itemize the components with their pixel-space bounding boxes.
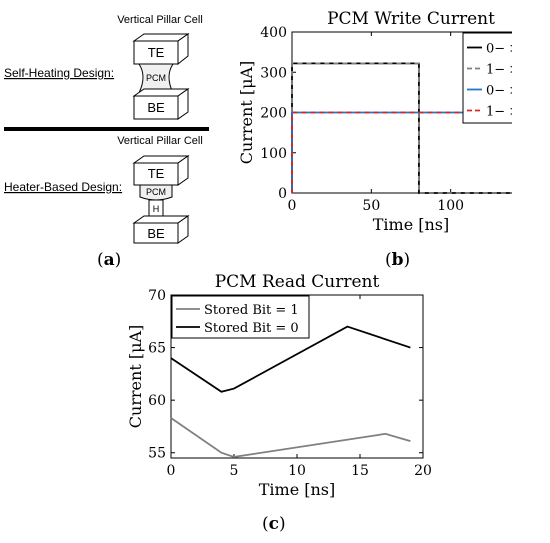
y-tick-label: 55	[148, 446, 166, 462]
top-cell-pcm-label: PCM	[146, 73, 166, 83]
panel-a-label: (a)	[97, 250, 122, 270]
series-line-3	[291, 111, 512, 193]
legend-entry: 1− > 0	[486, 105, 512, 120]
y-tick-label: 200	[260, 106, 287, 122]
x-tick-label: 100	[437, 198, 464, 214]
legend: Stored Bit = 1 Stored Bit = 0	[171, 295, 310, 339]
panel-c-label: (c)	[262, 514, 286, 534]
bottom-cell-be-label: BE	[147, 226, 165, 241]
chart-title: PCM Write Current	[327, 9, 495, 29]
x-tick-label: 20	[414, 463, 432, 479]
y-tick-label: 65	[148, 341, 166, 357]
top-cell-be-label: BE	[147, 100, 165, 115]
x-tick-label: 10	[288, 463, 306, 479]
top-cell-te-block: TE	[132, 33, 190, 66]
bottom-cell-pcm-pillar: PCM	[139, 184, 173, 201]
panel-a-divider	[4, 127, 209, 131]
panel-a-diagram: Vertical Pillar Cell Self-Heating Design…	[4, 14, 209, 244]
x-axis-label: Time [ns]	[373, 215, 450, 234]
y-tick-label: 400	[260, 25, 287, 41]
bottom-cell-be-block: BE	[132, 215, 190, 244]
x-tick-label: 50	[362, 198, 380, 214]
legend-entry: 0− > 0	[486, 84, 512, 99]
bottom-cell-te-block: TE	[132, 155, 190, 186]
chart-title: PCM Read Current	[215, 272, 380, 292]
y-tick-label: 70	[148, 288, 166, 304]
y-tick-label: 60	[148, 393, 166, 409]
y-axis-label: Current [μA]	[126, 325, 145, 429]
top-cell-be-block: BE	[132, 88, 190, 120]
write-current-chart: PCM Write Current0501001500100200300400T…	[237, 9, 512, 234]
bottom-cell-heater: H	[148, 199, 164, 217]
y-axis-label: Current [μA]	[237, 61, 256, 165]
y-tick-label: 300	[260, 65, 287, 81]
x-tick-label: 15	[351, 463, 369, 479]
bottom-cell-te-label: TE	[148, 166, 165, 181]
series-line-0	[170, 417, 411, 458]
legend-entry: Stored Bit = 0	[204, 321, 299, 336]
x-tick-label: 0	[167, 463, 176, 479]
x-tick-label: 0	[288, 198, 297, 214]
legend-box	[171, 295, 310, 339]
bottom-cell-heater-label: H	[153, 204, 160, 214]
top-cell-title: Vertical Pillar Cell	[117, 14, 203, 26]
y-tick-label: 100	[260, 146, 287, 162]
x-tick-label: 5	[230, 463, 239, 479]
series-line-1	[170, 325, 411, 393]
read-current-chart: PCM Read Current 0 5 10 15 20 55 60 65 70 Time [ns…	[126, 272, 432, 499]
bottom-cell-title: Vertical Pillar Cell	[117, 135, 203, 147]
y-tick-label: 0	[278, 186, 287, 202]
series-line-2	[291, 111, 512, 193]
self-heating-design-label: Self-Heating Design:	[4, 66, 114, 80]
legend: 0− > 1 1− > 1 0− > 0 1− > 0	[462, 32, 512, 124]
top-cell-te-label: TE	[148, 45, 165, 60]
bottom-cell-pcm-label: PCM	[146, 187, 166, 197]
heater-based-design-label: Heater-Based Design:	[4, 180, 122, 194]
legend-entry: Stored Bit = 1	[204, 303, 299, 318]
legend-entry: 0− > 1	[486, 42, 512, 57]
x-axis-label: Time [ns]	[259, 480, 336, 499]
legend-entry: 1− > 1	[486, 63, 512, 78]
panel-b-label: (b)	[385, 250, 411, 270]
series-line-1	[291, 62, 512, 194]
